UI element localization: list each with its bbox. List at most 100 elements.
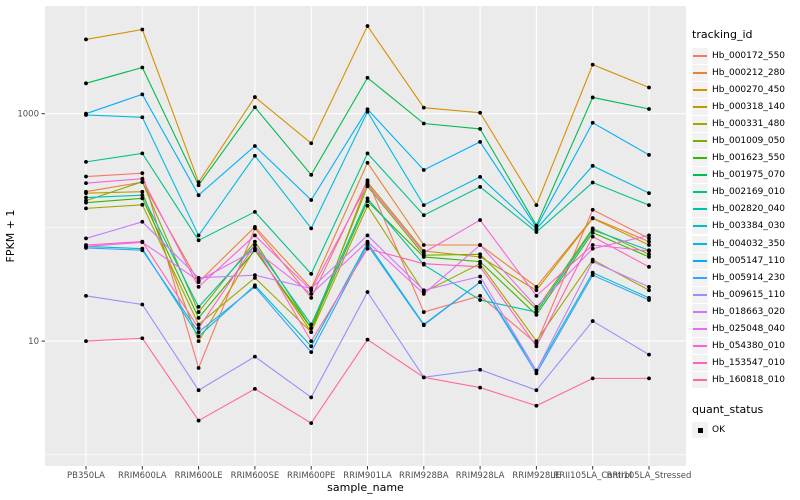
legend-key-line-icon bbox=[692, 115, 708, 132]
legend-item-quant-status: OK bbox=[692, 422, 785, 439]
y-tick-label: 10 bbox=[28, 337, 39, 347]
data-point bbox=[590, 376, 595, 381]
legend-key-line-icon bbox=[692, 98, 708, 115]
legend-key-line-icon bbox=[692, 201, 708, 218]
x-tick-label: RRII105LA_Stressed bbox=[607, 471, 692, 481]
data-point bbox=[421, 375, 426, 380]
legend-title-quant-status: quant_status bbox=[692, 402, 764, 416]
legend-item-label: Hb_000331_480 bbox=[712, 118, 786, 129]
legend-item: Hb_003384_030 bbox=[692, 218, 785, 235]
data-point bbox=[253, 248, 257, 253]
legend-item-label: Hb_153547_010 bbox=[712, 358, 786, 369]
data-point bbox=[534, 388, 539, 393]
legend-item: Hb_025048_040 bbox=[692, 321, 785, 338]
data-point bbox=[590, 62, 595, 67]
data-point bbox=[534, 371, 539, 376]
legend-key-line-icon bbox=[692, 303, 708, 320]
x-tick-label: RRIM901LA bbox=[343, 471, 392, 481]
data-point bbox=[590, 216, 595, 221]
data-point bbox=[309, 322, 314, 327]
data-point bbox=[309, 172, 314, 177]
data-point bbox=[140, 219, 145, 224]
data-point bbox=[309, 292, 314, 296]
legend-key-line-icon bbox=[692, 167, 708, 184]
legend-key-line-icon bbox=[692, 338, 708, 355]
data-point bbox=[534, 312, 539, 317]
legend-item-label: Hb_002820_040 bbox=[712, 204, 786, 215]
data-point bbox=[196, 275, 201, 280]
legend-item-label: Hb_000318_140 bbox=[712, 101, 786, 112]
legend-item: Hb_000270_450 bbox=[692, 81, 785, 98]
data-point bbox=[84, 236, 88, 241]
legend-key-line-icon bbox=[692, 372, 708, 389]
legend-item: Hb_018663_020 bbox=[692, 303, 785, 320]
legend: tracking_id Hb_000172_550 Hb_000212_280 Hb… bbox=[692, 28, 785, 439]
data-point bbox=[478, 252, 482, 257]
data-point bbox=[647, 252, 651, 257]
data-point bbox=[196, 304, 201, 309]
legend-item-label: Hb_001623_550 bbox=[712, 153, 786, 164]
legend-item-label: Hb_000212_280 bbox=[712, 67, 786, 78]
data-point bbox=[421, 288, 426, 293]
data-point bbox=[647, 249, 651, 253]
data-point bbox=[478, 293, 482, 298]
legend-item: Hb_000318_140 bbox=[692, 98, 785, 115]
data-point bbox=[590, 163, 595, 168]
data-point bbox=[140, 239, 145, 244]
data-point bbox=[84, 181, 88, 186]
legend-item: Hb_002820_040 bbox=[692, 201, 785, 218]
data-point bbox=[196, 180, 201, 185]
data-point bbox=[647, 288, 651, 293]
data-point bbox=[647, 239, 651, 244]
data-point bbox=[140, 248, 145, 253]
data-point bbox=[534, 284, 539, 289]
data-point bbox=[365, 199, 370, 204]
data-point bbox=[196, 278, 201, 283]
data-point bbox=[365, 160, 370, 165]
data-point bbox=[365, 75, 370, 80]
data-point bbox=[84, 195, 88, 200]
data-point bbox=[478, 274, 482, 279]
data-point bbox=[140, 176, 145, 181]
legend-item: Hb_001975_070 bbox=[692, 167, 785, 184]
data-point bbox=[84, 339, 88, 343]
data-point bbox=[309, 339, 314, 343]
data-point bbox=[478, 264, 482, 269]
legend-item-label: Hb_005914_230 bbox=[712, 272, 786, 283]
data-point bbox=[647, 107, 651, 111]
data-point bbox=[478, 127, 482, 131]
legend-item: Hb_160818_010 bbox=[692, 372, 785, 389]
data-point bbox=[478, 255, 482, 259]
legend-key-line-icon bbox=[692, 184, 708, 201]
data-point bbox=[478, 175, 482, 179]
legend-item-label: Hb_005147_110 bbox=[712, 255, 786, 266]
data-point bbox=[647, 255, 651, 259]
data-point bbox=[365, 182, 370, 187]
legend-item: Hb_001009_050 bbox=[692, 132, 785, 150]
data-point bbox=[253, 144, 257, 148]
legend-item-label: Hb_009615_110 bbox=[712, 289, 786, 300]
x-tick-label: RRIM928BA bbox=[399, 471, 449, 481]
data-point bbox=[196, 339, 201, 343]
data-point bbox=[647, 203, 651, 208]
legend-item-label: Hb_000172_550 bbox=[712, 50, 786, 61]
data-point bbox=[478, 110, 482, 115]
legend-item-label: Hb_001975_070 bbox=[712, 170, 786, 181]
data-point bbox=[590, 319, 595, 323]
data-point bbox=[478, 259, 482, 264]
data-point bbox=[196, 418, 201, 423]
data-point bbox=[140, 196, 145, 201]
data-point bbox=[365, 246, 370, 251]
data-point bbox=[365, 243, 370, 247]
data-point bbox=[253, 243, 257, 247]
data-point bbox=[84, 111, 88, 116]
data-point bbox=[309, 344, 314, 349]
data-point bbox=[253, 95, 257, 99]
data-point bbox=[84, 159, 88, 164]
data-point bbox=[590, 243, 595, 247]
data-point bbox=[365, 239, 370, 244]
data-point bbox=[421, 213, 426, 218]
legend-item-label: Hb_000270_450 bbox=[712, 84, 786, 95]
x-tick-label: RRIM600LA bbox=[118, 471, 167, 481]
